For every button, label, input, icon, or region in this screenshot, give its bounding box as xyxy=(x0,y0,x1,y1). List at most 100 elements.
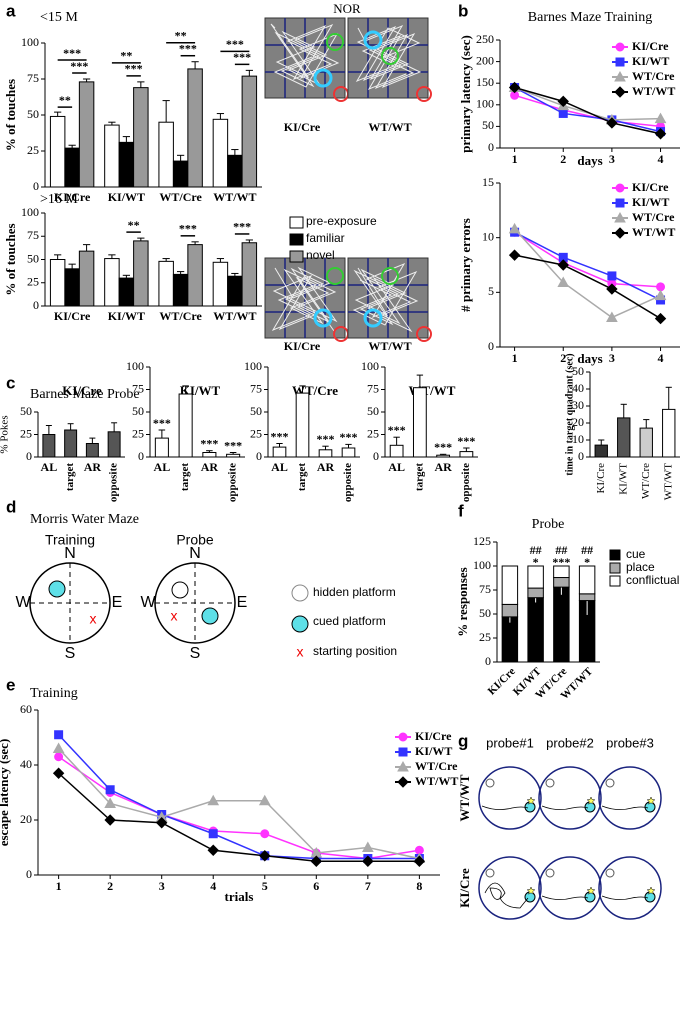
x-tick-label: AR xyxy=(434,460,452,474)
point xyxy=(54,730,64,740)
legend-label: KI/Cre xyxy=(632,180,669,194)
bar xyxy=(49,115,66,188)
x-tick-label: WT/WT xyxy=(213,190,256,204)
point xyxy=(362,855,374,867)
platform xyxy=(605,778,615,788)
x-tick-label: AL xyxy=(271,460,288,474)
object xyxy=(416,86,432,102)
object xyxy=(313,68,333,88)
nor-label: WT/WT xyxy=(368,339,411,353)
legend-label: KI/WT xyxy=(415,744,452,758)
x-axis-label: days xyxy=(577,351,602,366)
nor-label: KI/Cre xyxy=(284,120,321,134)
x-tick-label: 5 xyxy=(262,879,268,893)
y-tick-label: 125 xyxy=(473,534,491,548)
row-label: WT/WT xyxy=(457,774,472,821)
legend-label: WT/Cre xyxy=(632,69,675,83)
y-tick-label: 30 xyxy=(572,398,584,412)
x-tick-label: KI/Cre xyxy=(595,463,607,494)
compass: N xyxy=(64,545,76,562)
series-line xyxy=(58,747,420,860)
bar xyxy=(107,431,121,458)
bar xyxy=(154,437,169,458)
point xyxy=(310,855,323,867)
panel-label: f xyxy=(458,501,464,520)
track xyxy=(270,23,340,88)
star xyxy=(646,796,656,805)
legend-swatch xyxy=(609,562,621,574)
significance: * xyxy=(584,555,590,569)
series-line xyxy=(58,756,420,860)
y-axis-label: % Pokes xyxy=(0,415,11,453)
y-tick-label: 25 xyxy=(250,426,262,440)
bar xyxy=(64,268,80,307)
significance: *** xyxy=(153,416,171,430)
legend-swatch xyxy=(289,250,304,263)
series-line xyxy=(58,734,420,860)
start-mark: x xyxy=(171,608,178,624)
significance: *** xyxy=(340,430,358,444)
significance: *** xyxy=(457,434,475,448)
series-line xyxy=(514,86,661,133)
legend-label: cue xyxy=(626,547,646,561)
bar-segment xyxy=(501,565,519,605)
significance: *** xyxy=(226,37,244,51)
point xyxy=(557,276,570,287)
legend-label: starting position xyxy=(313,644,397,658)
object xyxy=(363,308,383,328)
star xyxy=(526,886,536,895)
bar-segment xyxy=(501,616,519,663)
x-tick-label: KI/WT xyxy=(108,190,145,204)
significance: ** xyxy=(175,28,187,42)
significance: ## xyxy=(581,543,593,557)
y-tick-label: 50 xyxy=(132,404,144,418)
x-tick-label: WT/Cre xyxy=(159,309,202,323)
point xyxy=(606,283,618,295)
y-tick-label: 25 xyxy=(479,630,491,644)
point xyxy=(259,850,271,862)
point xyxy=(258,794,271,806)
x-tick-label: WT/Cre xyxy=(640,463,652,499)
x-tick-label: AL xyxy=(154,460,171,474)
bar xyxy=(158,260,174,307)
y-tick-label: 0 xyxy=(33,179,39,193)
legend-label: WT/WT xyxy=(632,225,675,239)
point xyxy=(208,829,218,839)
x-tick-label: KI/Cre xyxy=(54,309,91,323)
y-tick-label: 25 xyxy=(367,426,379,440)
point xyxy=(606,311,618,322)
y-tick-label: 75 xyxy=(479,582,491,596)
legend-label: WT/WT xyxy=(415,774,458,788)
point xyxy=(398,747,408,757)
x-tick-label: 3 xyxy=(609,152,615,166)
point xyxy=(207,844,219,856)
series-line xyxy=(514,231,661,301)
compass: S xyxy=(190,645,201,662)
nor-label: WT/WT xyxy=(368,120,411,134)
platform xyxy=(485,778,495,788)
x-tick-label: target xyxy=(413,463,425,491)
y-tick-label: 250 xyxy=(476,32,494,46)
y-tick-label: 25 xyxy=(20,426,32,440)
series-line xyxy=(58,772,420,862)
compass: E xyxy=(237,594,248,611)
x-tick-label: AL xyxy=(388,460,405,474)
point xyxy=(260,829,270,839)
point xyxy=(606,117,618,129)
y-tick-label: 75 xyxy=(27,228,39,242)
bar xyxy=(212,261,229,307)
star xyxy=(586,796,596,805)
object xyxy=(363,30,383,50)
significance: * xyxy=(533,555,539,569)
compass: N xyxy=(189,545,201,562)
bar xyxy=(64,429,78,458)
point xyxy=(654,128,667,140)
y-tick-label: 0 xyxy=(488,140,494,154)
legend-swatch xyxy=(609,575,621,587)
x-tick-label: KI/Cre xyxy=(54,190,91,204)
legend-label: place xyxy=(626,560,655,574)
pool xyxy=(538,856,602,920)
pool xyxy=(538,766,602,830)
x-axis-label: days xyxy=(577,153,602,168)
significance: *** xyxy=(434,440,452,454)
